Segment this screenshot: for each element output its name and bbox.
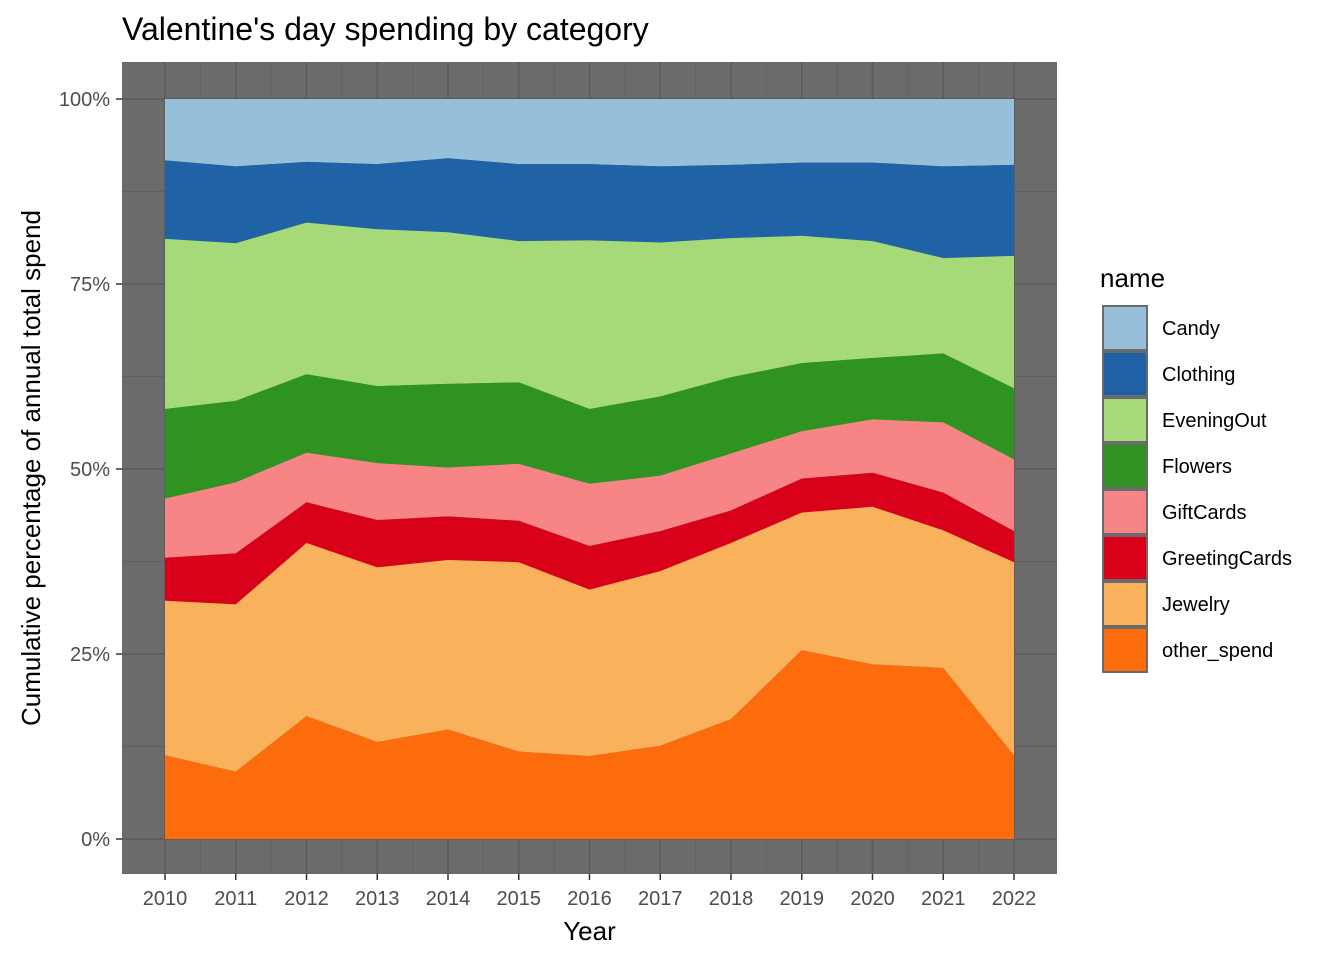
area-other-spend [165,650,1014,839]
chart-title: Valentine's day spending by category [122,11,649,47]
x-tick-label: 2017 [638,888,683,910]
y-axis: 0% 25% 50% 75% 100% [59,89,122,851]
x-tick-label: 2015 [497,888,542,910]
y-tick-label: 100% [59,89,110,111]
area-series [165,99,1014,839]
legend-title: name [1100,263,1165,293]
x-tick-label: 2012 [284,888,329,910]
legend-label-jewelry: Jewelry [1162,594,1230,616]
legend-label-giftcards: GiftCards [1162,502,1246,524]
y-tick-label: 75% [70,274,110,296]
legend-key-candy [1102,305,1148,351]
legend-key-flowers [1102,443,1148,489]
y-tick-label: 0% [81,829,110,851]
x-tick-label: 2011 [214,888,257,910]
x-tick-label: 2010 [143,888,188,910]
x-tick-label: 2021 [921,888,966,910]
x-tick-label: 2020 [850,888,895,910]
legend-key-greetingcards [1102,535,1148,581]
area-greetingcards [165,472,1014,605]
legend-label-greetingcards: GreetingCards [1162,548,1292,570]
x-tick-label: 2022 [992,888,1037,910]
x-axis-title: Year [563,916,616,946]
y-tick-label: 50% [70,459,110,481]
area-jewelry [165,506,1014,772]
y-axis-title: Cumulative percentage of annual total sp… [16,210,46,726]
x-tick-label: 2019 [780,888,825,910]
x-tick-label: 2014 [426,888,471,910]
legend-key-jewelry [1102,581,1148,627]
legend-key-clothing [1102,351,1148,397]
legend-key-giftcards [1102,489,1148,535]
area-clothing [165,158,1014,259]
area-eveningout [165,222,1014,410]
x-axis: 2010 2011 2012 2013 2014 2015 2016 2017 2018 2019… [143,874,1037,910]
legend-key-eveningout [1102,397,1148,443]
area-giftcards [165,419,1014,558]
x-tick-label: 2013 [355,888,400,910]
y-tick-label: 25% [70,644,110,666]
legend-label-clothing: Clothing [1162,364,1235,386]
legend-key-other-spend [1102,627,1148,673]
x-tick-label: 2016 [567,888,612,910]
legend: name Candy Clothing EveningOut Flowers GiftC… [1100,263,1292,673]
legend-label-other-spend: other_spend [1162,640,1273,662]
area-flowers [165,353,1014,499]
legend-label-eveningout: EveningOut [1162,410,1267,432]
legend-label-candy: Candy [1162,318,1220,340]
x-tick-label: 2018 [709,888,754,910]
legend-label-flowers: Flowers [1162,456,1232,478]
area-candy [165,99,1014,167]
